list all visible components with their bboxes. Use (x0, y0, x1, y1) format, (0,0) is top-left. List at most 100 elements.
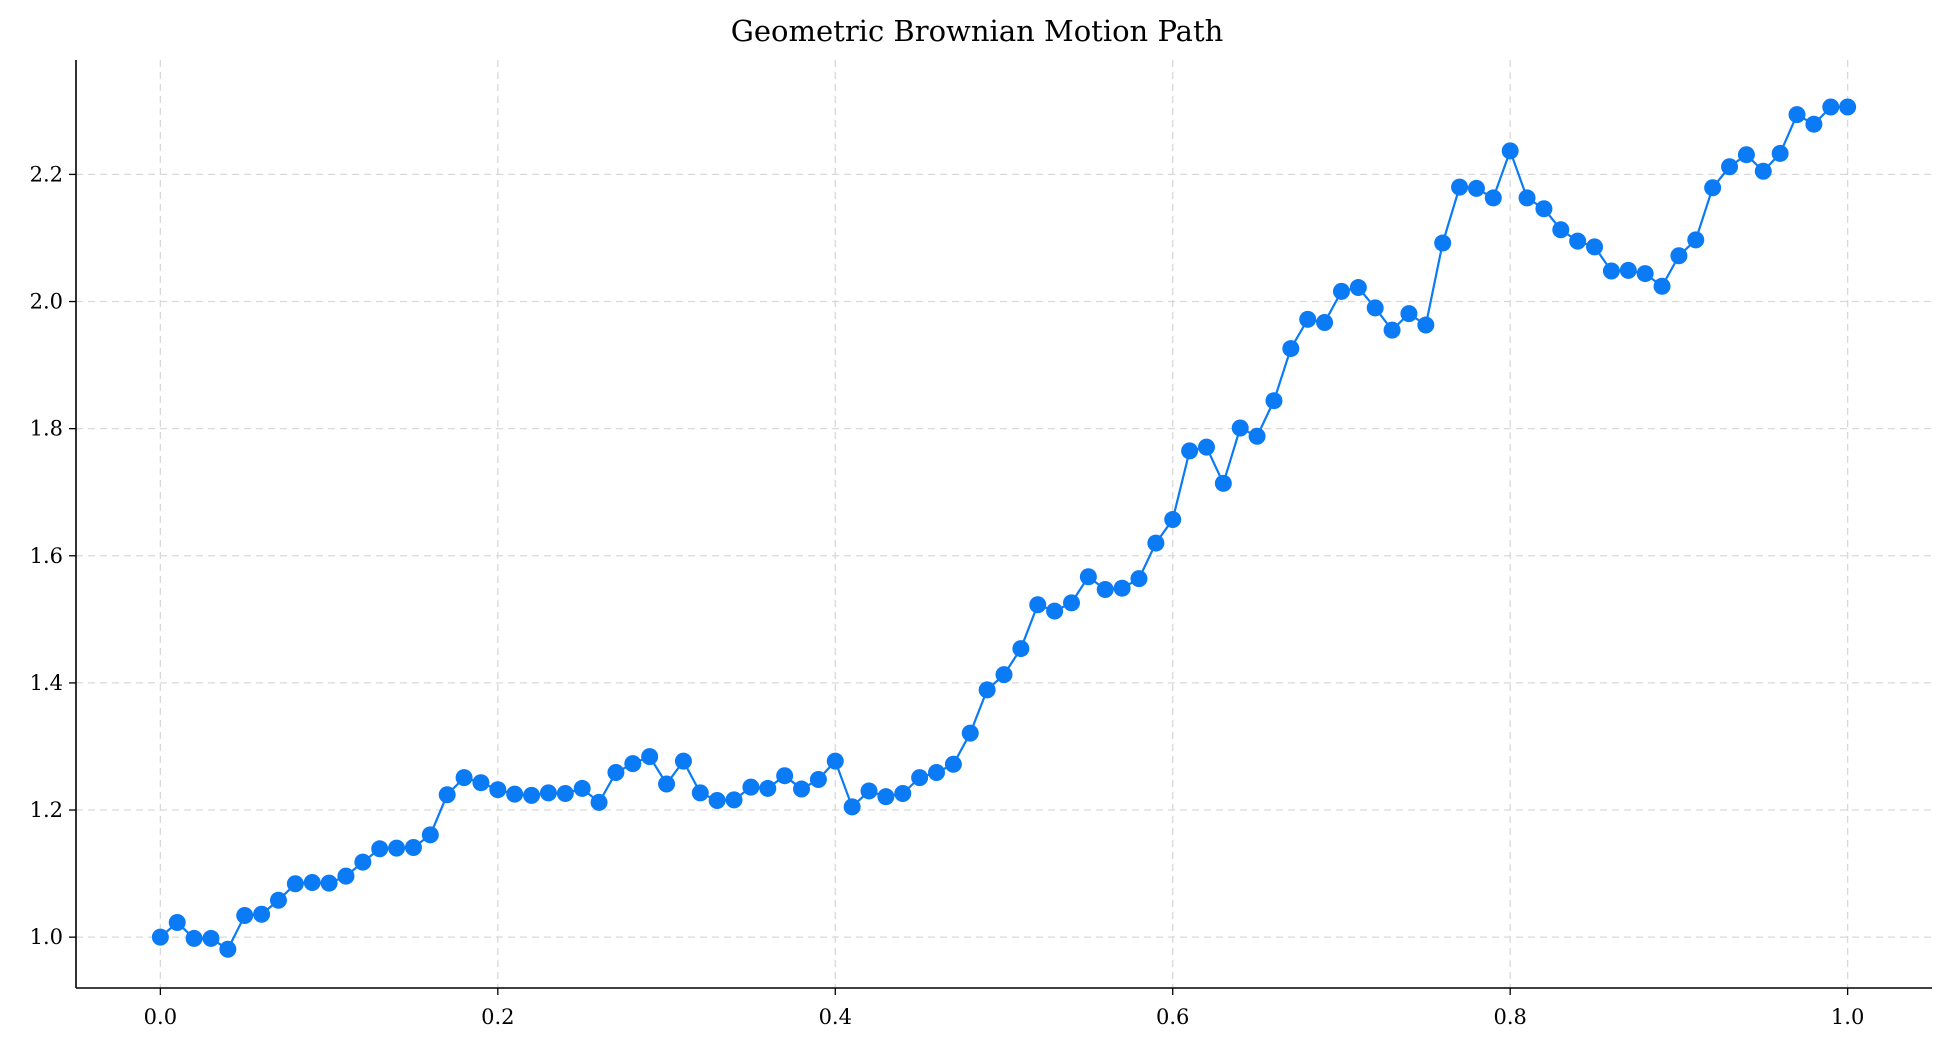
data-point (1467, 179, 1485, 197)
data-point (1299, 310, 1317, 328)
data-point (1822, 98, 1840, 116)
data-point (1062, 594, 1080, 612)
y-tick-label: 1.4 (30, 671, 63, 695)
data-point (776, 767, 794, 785)
data-point (539, 784, 557, 802)
data-point (472, 774, 490, 792)
data-point (691, 784, 709, 802)
x-tick-label: 1.0 (1831, 1005, 1864, 1029)
data-point (168, 914, 186, 932)
data-point (1434, 234, 1452, 252)
data-point (1181, 442, 1199, 460)
x-tick-label: 0.6 (1156, 1005, 1189, 1029)
data-point (489, 781, 507, 799)
series-line (151, 98, 1857, 958)
data-point (894, 785, 912, 803)
data-point (1586, 238, 1604, 256)
data-point (1552, 221, 1570, 239)
data-point (911, 769, 929, 787)
data-point (1012, 640, 1030, 658)
data-point (573, 779, 591, 797)
data-point (236, 907, 254, 925)
data-point (1636, 265, 1654, 283)
data-point (1839, 98, 1857, 116)
data-point (1535, 200, 1553, 218)
data-point (320, 874, 338, 892)
data-point (658, 775, 676, 793)
data-point (1349, 279, 1367, 297)
data-point (1737, 146, 1755, 164)
data-point (1805, 115, 1823, 133)
data-point (809, 771, 827, 789)
data-point (269, 891, 287, 909)
data-point (1282, 340, 1300, 358)
data-point (641, 748, 659, 766)
x-tick-label: 0.0 (144, 1005, 177, 1029)
data-point (1670, 247, 1688, 265)
series-path (159, 105, 1848, 951)
data-point (523, 786, 541, 804)
data-point (303, 873, 321, 891)
data-point (1569, 232, 1587, 250)
data-point (1130, 570, 1148, 588)
data-point (1214, 474, 1232, 492)
grid (76, 60, 1932, 988)
y-tick-label: 2.2 (30, 162, 63, 186)
tick-labels: 0.0 0.2 0.4 0.6 0.8 1.0 1.0 1.2 1.4 1.6 1.8 2.0 2.2 (30, 162, 1865, 1029)
data-point (1029, 596, 1047, 614)
data-point (1147, 534, 1165, 552)
data-point (725, 791, 743, 809)
data-point (438, 786, 456, 804)
data-point (944, 755, 962, 773)
data-point (1332, 282, 1350, 300)
data-point (1046, 602, 1064, 620)
data-point (151, 928, 169, 946)
y-tick-label: 1.0 (30, 925, 63, 949)
data-point (826, 752, 844, 770)
data-point (624, 755, 642, 773)
data-point (995, 666, 1013, 684)
y-tick-label: 1.6 (30, 544, 63, 568)
data-point (1754, 162, 1772, 180)
data-point (1417, 316, 1435, 334)
data-point (1079, 568, 1097, 586)
data-point (1501, 142, 1519, 160)
axes (69, 60, 1932, 995)
data-point (590, 793, 608, 811)
data-point (860, 782, 878, 800)
data-point (1316, 314, 1334, 332)
data-point (1400, 305, 1418, 323)
data-point (1518, 189, 1536, 207)
data-point (202, 929, 220, 947)
data-point (1265, 392, 1283, 410)
data-point (674, 752, 692, 770)
data-point (928, 764, 946, 782)
data-point (1248, 427, 1266, 445)
chart-title: Geometric Brownian Motion Path (730, 14, 1224, 48)
data-point (978, 681, 996, 699)
data-point (708, 791, 726, 809)
data-point (1721, 158, 1739, 176)
data-point (1602, 262, 1620, 280)
data-point (1451, 178, 1469, 196)
data-point (1231, 419, 1249, 437)
data-point (371, 840, 389, 858)
data-point (337, 867, 355, 885)
data-point (607, 764, 625, 782)
data-point (843, 798, 861, 816)
data-point (1653, 277, 1671, 295)
data-point (877, 788, 895, 806)
data-point (185, 929, 203, 947)
data-point (759, 779, 777, 797)
data-point (1164, 511, 1182, 529)
y-tick-label: 1.8 (30, 417, 63, 441)
data-point (455, 769, 473, 787)
data-point (1366, 299, 1384, 317)
data-point (1383, 321, 1401, 339)
data-point (1771, 144, 1789, 162)
data-point (421, 826, 439, 844)
data-point (404, 839, 422, 857)
y-tick-label: 1.2 (30, 798, 63, 822)
data-point (286, 875, 304, 893)
x-tick-label: 0.2 (481, 1005, 514, 1029)
